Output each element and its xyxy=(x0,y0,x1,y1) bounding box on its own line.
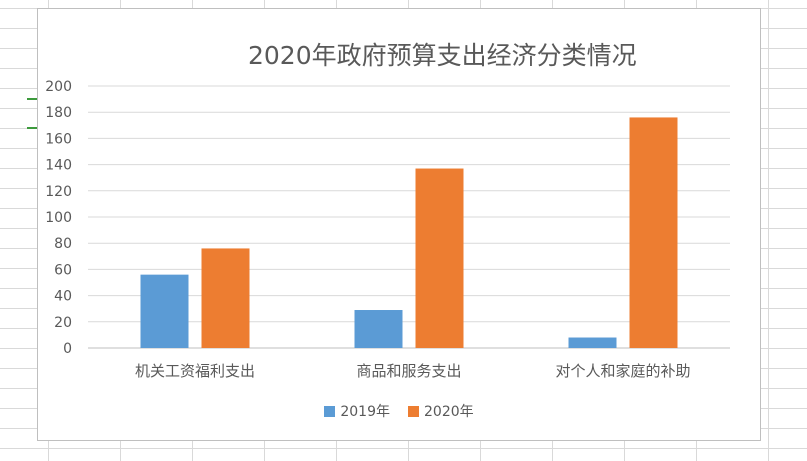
legend-swatch-2019 xyxy=(324,405,336,417)
y-tick-label: 120 xyxy=(45,184,72,200)
row-selection-marker xyxy=(27,98,37,100)
legend-label-2020: 2020年 xyxy=(424,404,474,420)
bar-2019 xyxy=(140,274,189,348)
y-tick-label: 60 xyxy=(54,262,72,278)
bar-2020 xyxy=(629,117,678,348)
chart-title: 2020年政府预算支出经济分类情况 xyxy=(248,41,637,70)
chart-area[interactable]: 2020年政府预算支出经济分类情况 0 20 40 60 80 100 120 140 160 1… xyxy=(37,8,761,441)
legend-item-2019[interactable]: 2019年 xyxy=(324,401,390,421)
x-tick-label: 对个人和家庭的补助 xyxy=(555,362,690,380)
legend-swatch-2020 xyxy=(408,405,419,417)
bar-2019 xyxy=(354,310,403,348)
y-tick-label: 0 xyxy=(63,341,72,357)
bar-2019 xyxy=(568,337,617,348)
legend-label-2019: 2019年 xyxy=(340,404,390,420)
chart-legend[interactable]: 2019年 2020年 xyxy=(38,401,760,421)
plot-area: 0 20 40 60 80 100 120 140 160 180 200 机关工资福利支出 商品和服务… xyxy=(45,79,730,380)
row-selection-marker xyxy=(27,127,37,129)
y-tick-label: 20 xyxy=(54,315,72,331)
y-tick-label: 100 xyxy=(45,210,72,226)
legend-item-2020[interactable]: 2020年 xyxy=(408,401,474,421)
y-tick-label: 40 xyxy=(54,289,72,305)
x-tick-label: 商品和服务支出 xyxy=(356,362,461,380)
x-tick-label: 机关工资福利支出 xyxy=(135,362,255,380)
y-tick-label: 180 xyxy=(45,105,72,121)
y-tick-label: 160 xyxy=(45,131,72,147)
y-tick-label: 80 xyxy=(54,236,72,252)
y-tick-label: 200 xyxy=(45,79,72,95)
y-tick-label: 140 xyxy=(45,158,72,174)
bar-2020 xyxy=(201,248,250,348)
bar-2020 xyxy=(415,168,464,348)
